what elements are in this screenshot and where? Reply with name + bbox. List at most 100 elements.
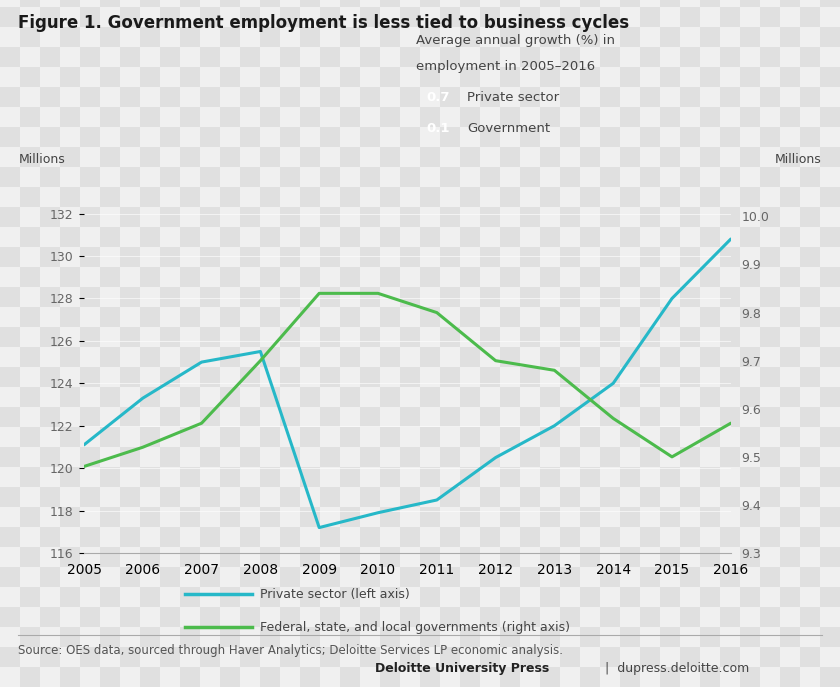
Bar [40, 607, 60, 627]
Bar [40, 87, 60, 107]
Bar [200, 347, 220, 367]
Bar [320, 667, 340, 687]
Bar [700, 147, 720, 167]
Bar [240, 387, 260, 407]
Bar [300, 547, 320, 567]
Bar [420, 507, 440, 527]
Bar [420, 287, 440, 307]
Bar [340, 587, 360, 607]
Bar [20, 327, 40, 347]
Bar [640, 7, 660, 27]
Bar [160, 87, 180, 107]
Bar [280, 7, 300, 27]
Bar [580, 567, 600, 587]
Bar [640, 147, 660, 167]
Bar [300, 447, 320, 467]
Bar [620, 507, 640, 527]
Bar [240, 207, 260, 227]
Bar [140, 127, 160, 147]
Bar [600, 307, 620, 327]
Bar [20, 527, 40, 547]
Bar [80, 0, 100, 7]
Bar [760, 187, 780, 207]
Bar [600, 467, 620, 487]
Bar [60, 507, 80, 527]
Bar [380, 387, 400, 407]
Bar [700, 367, 720, 387]
Bar [460, 487, 480, 507]
Bar [320, 367, 340, 387]
Bar [0, 147, 20, 167]
Bar [640, 327, 660, 347]
Bar [620, 567, 640, 587]
Bar [120, 67, 140, 87]
Bar [800, 427, 820, 447]
Bar [820, 527, 840, 547]
Bar [340, 7, 360, 27]
Bar [300, 347, 320, 367]
Bar [520, 247, 540, 267]
Bar [80, 607, 100, 627]
Bar [640, 207, 660, 227]
Bar [120, 207, 140, 227]
Bar [680, 87, 700, 107]
Bar [600, 0, 620, 7]
Bar [700, 427, 720, 447]
Bar [220, 627, 240, 647]
Bar [0, 547, 20, 567]
Bar [0, 367, 20, 387]
Bar [120, 147, 140, 167]
Bar [420, 247, 440, 267]
Bar [580, 327, 600, 347]
Bar [340, 647, 360, 667]
Bar [640, 167, 660, 187]
Bar [40, 587, 60, 607]
Bar [800, 127, 820, 147]
Bar [160, 327, 180, 347]
Bar [640, 407, 660, 427]
Bar [60, 547, 80, 567]
Bar [300, 107, 320, 127]
Bar [340, 127, 360, 147]
Bar [520, 547, 540, 567]
Bar [700, 227, 720, 247]
Bar [20, 507, 40, 527]
Bar [200, 267, 220, 287]
Bar [440, 527, 460, 547]
Bar [620, 67, 640, 87]
Bar [720, 187, 740, 207]
Bar [220, 647, 240, 667]
Bar [120, 87, 140, 107]
Bar [560, 47, 580, 67]
Bar [60, 347, 80, 367]
Bar [580, 47, 600, 67]
Bar [260, 167, 280, 187]
Bar [280, 307, 300, 327]
Bar [680, 647, 700, 667]
Bar [460, 347, 480, 367]
Bar [500, 547, 520, 567]
Bar [820, 387, 840, 407]
Bar [680, 0, 700, 7]
Bar [740, 47, 760, 67]
Bar [320, 607, 340, 627]
Bar [760, 487, 780, 507]
Bar [440, 327, 460, 347]
Bar [120, 247, 140, 267]
Bar [260, 27, 280, 47]
Bar [640, 127, 660, 147]
Bar [660, 227, 680, 247]
Bar [300, 27, 320, 47]
Bar [720, 467, 740, 487]
Bar [220, 387, 240, 407]
Bar [300, 67, 320, 87]
Bar [360, 47, 380, 67]
Bar [120, 287, 140, 307]
Bar [760, 447, 780, 467]
Bar [800, 327, 820, 347]
Bar [480, 647, 500, 667]
Bar [0, 307, 20, 327]
Bar [600, 587, 620, 607]
Bar [160, 107, 180, 127]
Bar [720, 427, 740, 447]
